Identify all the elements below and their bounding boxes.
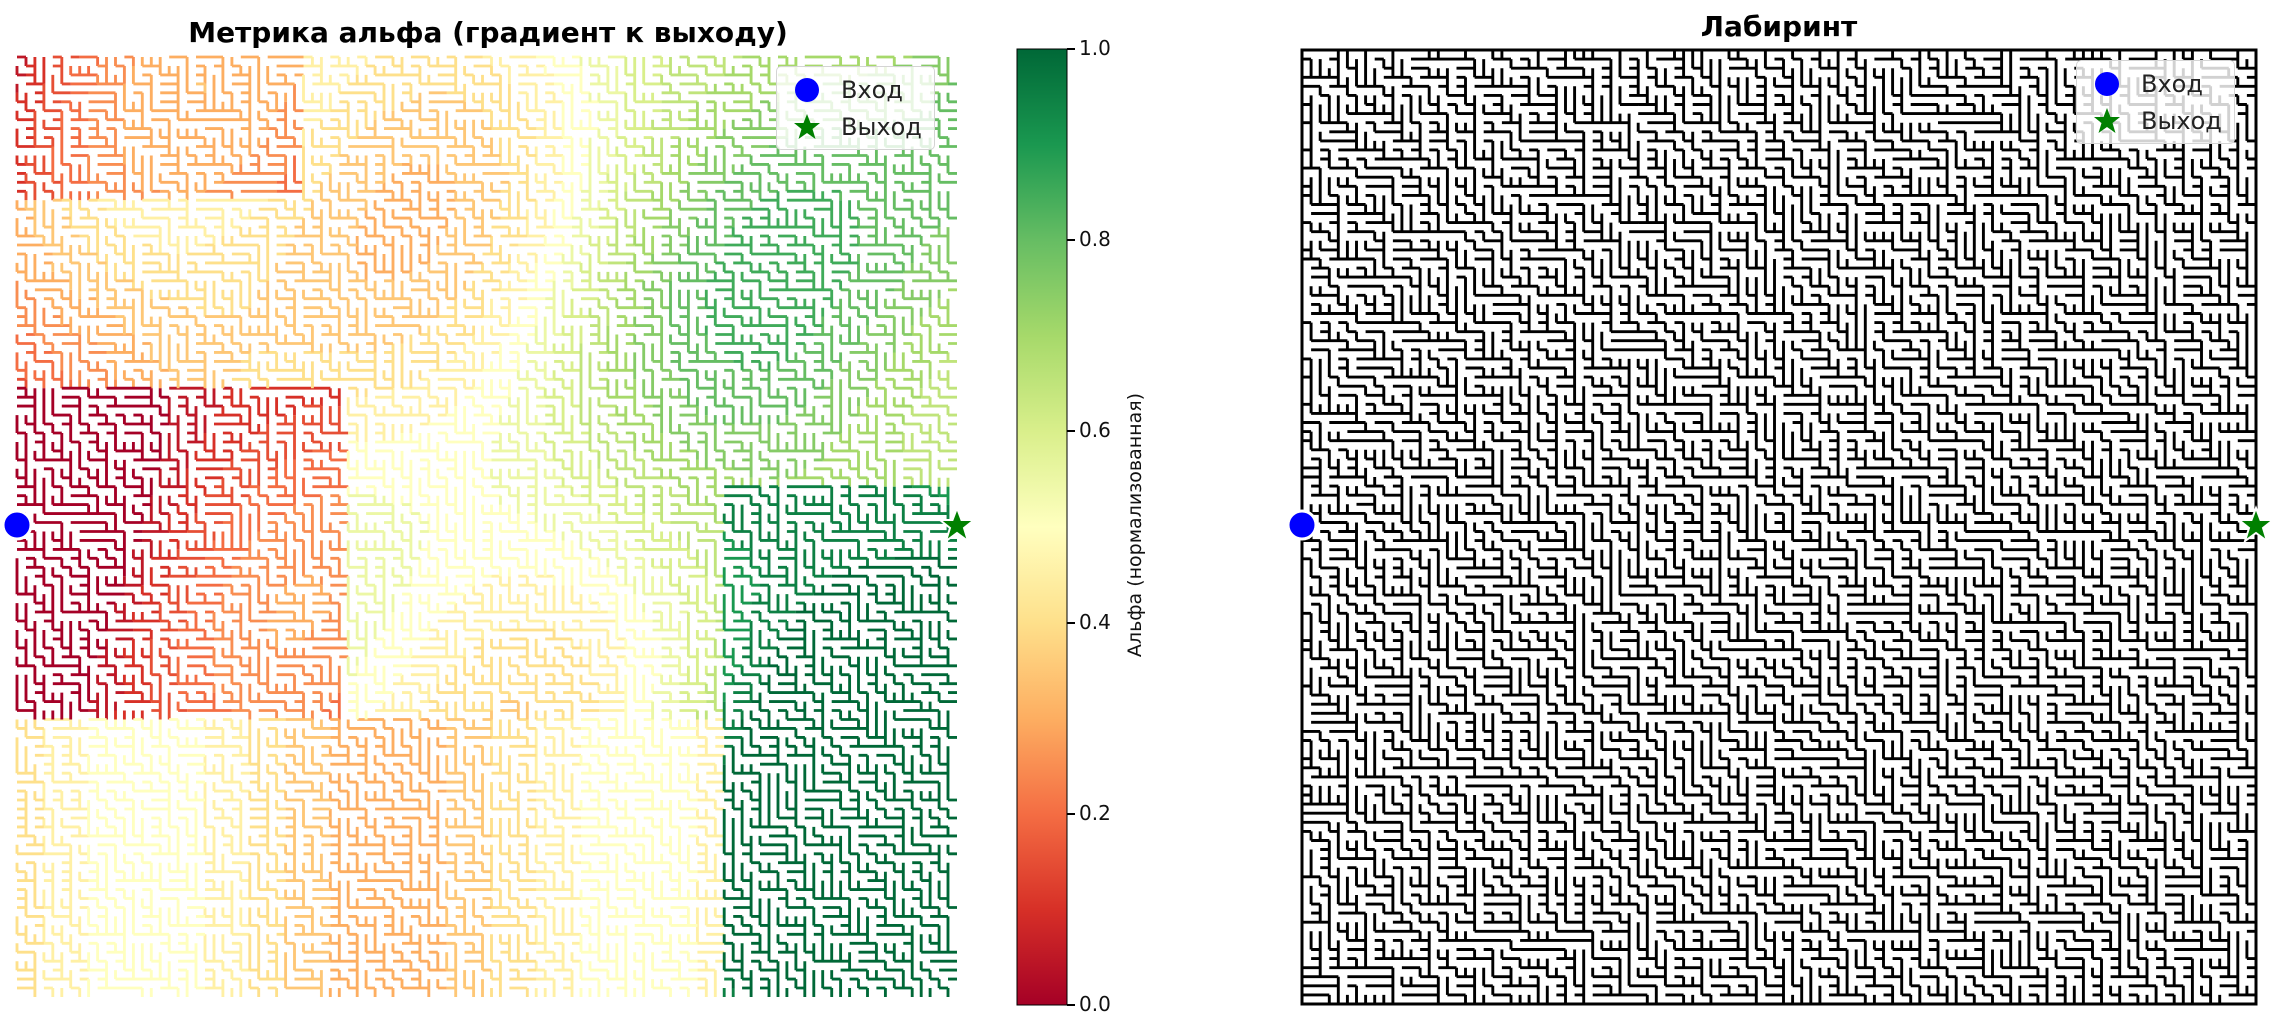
- maze-background: [17, 57, 957, 997]
- alpha-heatmap: [15, 55, 957, 997]
- legend-label-entry: Вход: [2141, 69, 2203, 98]
- legend-item-entry: Вход: [2085, 65, 2222, 102]
- legend-label-exit: Выход: [841, 112, 922, 141]
- legend-item-entry: Вход: [785, 71, 922, 108]
- star-icon: [2236, 505, 2273, 544]
- maze-entry-marker: [1286, 509, 1318, 541]
- circle-icon: [2085, 65, 2129, 102]
- colorbar-tick-label: 0.2: [1079, 800, 1111, 825]
- maze-wall-path: [704, 189, 859, 371]
- star-icon: [785, 108, 829, 145]
- maze-wall-path: [346, 55, 689, 720]
- maze-legend: Вход Выход: [2076, 60, 2235, 144]
- maze-wall-path: [669, 82, 957, 425]
- colorbar-tick: [1067, 1004, 1075, 1006]
- maze-wall-path: [722, 485, 957, 997]
- colorbar-tick-label: 0.6: [1079, 418, 1111, 443]
- colorbar-tick-label: 0.0: [1079, 992, 1111, 1016]
- legend-item-exit: Выход: [2085, 102, 2222, 139]
- maze-wall-path: [722, 556, 957, 997]
- alpha-entry-marker: [1, 509, 33, 541]
- maze-wall-path: [15, 55, 349, 720]
- colorbar-tick-label: 1.0: [1079, 36, 1111, 60]
- maze-wall-path: [24, 82, 529, 997]
- colorbar-tick-label: 0.8: [1079, 227, 1111, 252]
- star-icon: [937, 505, 977, 544]
- maze-wall-path: [15, 55, 232, 720]
- colorbar-tick-label: 0.4: [1079, 609, 1111, 634]
- maze-wall-path: [42, 55, 725, 997]
- colorbar-label: Альфа (нормализованная): [1124, 392, 1146, 658]
- maze-exit-marker: [2236, 505, 2273, 544]
- maze-grid: [1300, 48, 2258, 1006]
- colorbar-tick: [1067, 812, 1075, 815]
- maze-wall-path: [15, 55, 599, 997]
- maze-wall-path: [543, 55, 716, 712]
- maze-wall-path: [87, 55, 698, 997]
- star-icon: [2085, 102, 2129, 139]
- colorbar-tick: [1067, 239, 1075, 242]
- maze-wall-path: [15, 57, 341, 720]
- alpha-exit-marker: [937, 505, 977, 544]
- alpha-legend: Вход Выход: [776, 66, 935, 150]
- maze-wall-path: [15, 386, 170, 720]
- alpha-plot-title: Метрика альфа (градиент к выходу): [188, 16, 788, 49]
- circle-icon: [785, 71, 829, 108]
- maze-background: [1302, 50, 2256, 1004]
- legend-label-exit: Выход: [2141, 106, 2222, 135]
- maze-wall-path: [15, 55, 349, 720]
- maze-wall-path: [17, 55, 349, 720]
- colorbar-tick: [1067, 48, 1075, 50]
- maze-wall-path: [15, 55, 456, 997]
- alpha-colorbar: [1016, 48, 1068, 1006]
- colorbar-tick: [1067, 430, 1075, 433]
- legend-label-entry: Вход: [841, 75, 903, 104]
- maze-plot-title: Лабиринт: [1700, 10, 1858, 43]
- legend-item-exit: Выход: [785, 108, 922, 145]
- colorbar-tick: [1067, 621, 1075, 624]
- maze-wall-path: [579, 55, 957, 720]
- maze-wall-path: [722, 485, 950, 702]
